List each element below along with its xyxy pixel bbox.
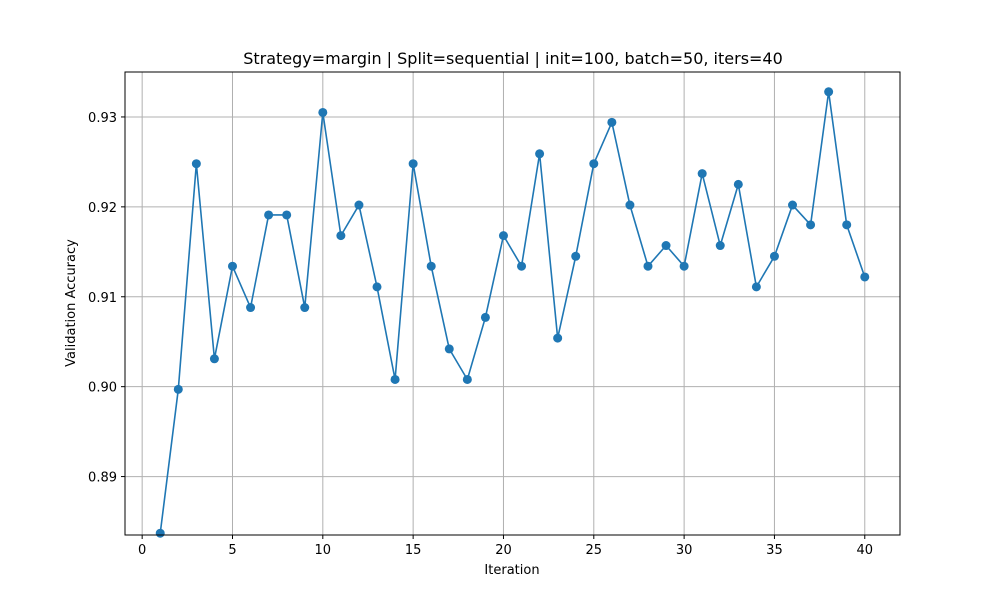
- chart-title: Strategy=margin | Split=sequential | ini…: [243, 49, 783, 68]
- x-tick-label: 25: [586, 543, 603, 558]
- data-point: [860, 272, 870, 282]
- data-point: [643, 261, 653, 271]
- series-line-group: [159, 90, 866, 534]
- plot-area-frame: [124, 71, 901, 536]
- y-axis-ticks: 0.89 0.90 0.91 0.92 0.93: [88, 111, 125, 486]
- data-point: [571, 251, 581, 261]
- data-point: [246, 303, 256, 313]
- data-point: [318, 107, 328, 117]
- x-tick-label: 35: [766, 543, 783, 558]
- data-point: [372, 282, 382, 292]
- data-point: [517, 261, 527, 271]
- data-point: [806, 220, 816, 230]
- x-tick-label: 20: [495, 543, 512, 558]
- data-point: [733, 179, 743, 189]
- y-axis-label: Validation Accuracy: [64, 239, 79, 367]
- data-point: [661, 241, 671, 251]
- data-point: [535, 149, 545, 159]
- data-point: [553, 333, 563, 343]
- x-tick-label: 5: [228, 543, 236, 558]
- data-point: [824, 87, 834, 97]
- data-point: [426, 261, 436, 271]
- x-tick-label: 30: [676, 543, 693, 558]
- y-tick-label: 0.91: [88, 291, 117, 306]
- data-point: [788, 200, 798, 210]
- data-point: [715, 241, 725, 251]
- data-point: [191, 159, 201, 169]
- data-point: [408, 159, 418, 169]
- y-tick-label: 0.90: [88, 381, 117, 396]
- data-point: [589, 159, 599, 169]
- data-point: [282, 210, 292, 220]
- y-tick-label: 0.89: [88, 471, 117, 486]
- x-axis-label: Iteration: [484, 563, 539, 578]
- data-point: [607, 117, 617, 127]
- data-point: [336, 231, 346, 241]
- data-point: [498, 231, 508, 241]
- data-point: [444, 344, 454, 354]
- y-gridlines: [125, 116, 900, 478]
- series-points-group: [155, 87, 870, 538]
- y-tick-label: 0.92: [88, 201, 117, 216]
- data-point: [842, 220, 852, 230]
- x-axis-ticks: 0 5 10 15 20 25 30 35 40: [138, 535, 873, 558]
- x-tick-label: 0: [138, 543, 146, 558]
- x-tick-label: 40: [856, 543, 873, 558]
- data-point: [227, 261, 237, 271]
- data-point: [697, 169, 707, 179]
- series-line: [159, 90, 866, 534]
- data-point: [462, 374, 472, 384]
- data-point: [751, 282, 761, 292]
- x-tick-label: 15: [405, 543, 422, 558]
- x-tick-label: 10: [315, 543, 332, 558]
- data-point: [264, 210, 274, 220]
- data-point: [679, 261, 689, 271]
- data-point: [769, 251, 779, 261]
- data-point: [155, 528, 165, 538]
- data-point: [390, 374, 400, 384]
- data-point: [480, 312, 490, 322]
- data-point: [173, 384, 183, 394]
- data-point: [300, 303, 310, 313]
- data-point: [209, 354, 219, 364]
- data-point: [625, 200, 635, 210]
- data-point: [354, 200, 364, 210]
- y-tick-label: 0.93: [88, 111, 117, 126]
- x-gridlines: [141, 72, 866, 535]
